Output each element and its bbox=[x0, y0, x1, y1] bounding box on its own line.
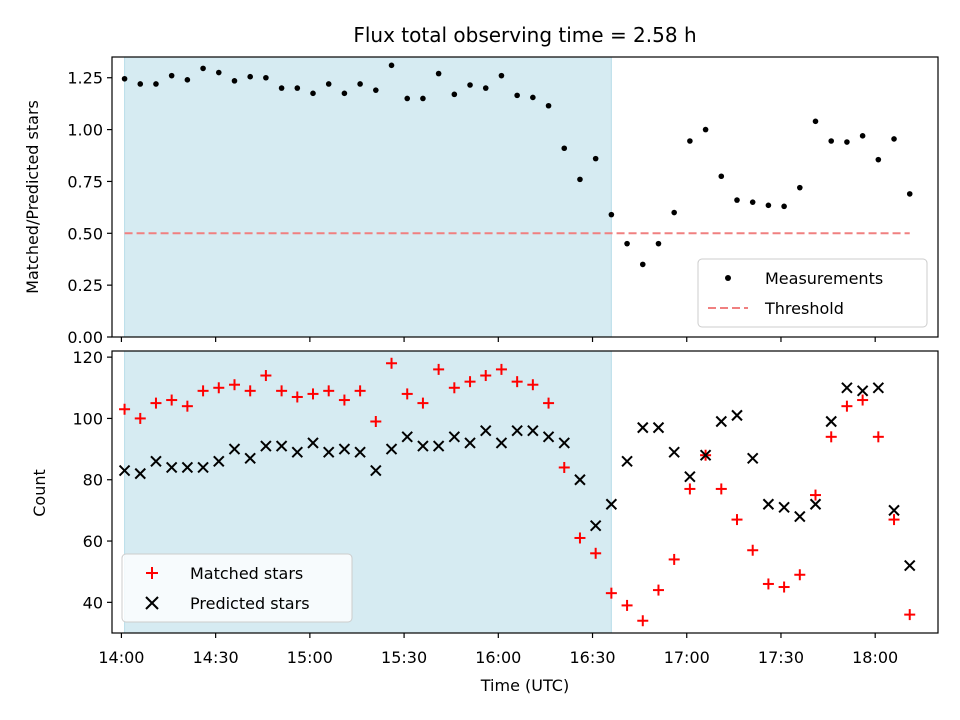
x-axis-label: Time (UTC) bbox=[480, 676, 569, 695]
measurement-point bbox=[310, 90, 316, 96]
measurement-point bbox=[200, 66, 206, 72]
measurement-point bbox=[687, 138, 693, 144]
measurement-point bbox=[483, 85, 489, 91]
measurement-point bbox=[671, 210, 677, 216]
top-chart-title: Flux total observing time = 2.58 h bbox=[353, 23, 696, 47]
y-tick-label: 120 bbox=[72, 348, 103, 367]
measurement-point bbox=[153, 81, 159, 87]
measurement-point bbox=[420, 96, 426, 102]
y-tick-label: 60 bbox=[83, 532, 103, 551]
x-tick-label: 15:30 bbox=[381, 648, 427, 667]
legend-matched-label: Matched stars bbox=[190, 564, 303, 583]
measurement-point bbox=[766, 202, 772, 208]
measurement-point bbox=[828, 138, 834, 144]
x-tick-label: 16:30 bbox=[569, 648, 615, 667]
legend-measurements-label: Measurements bbox=[765, 269, 883, 288]
measurement-point bbox=[891, 136, 897, 142]
legend-threshold-label: Threshold bbox=[764, 299, 844, 318]
top-legend: Measurements Threshold bbox=[698, 259, 927, 327]
measurement-point bbox=[530, 95, 536, 101]
measurement-point bbox=[185, 77, 191, 83]
y-tick-label: 1.25 bbox=[67, 69, 103, 88]
measurement-point bbox=[593, 156, 599, 162]
top-observing-window-shade bbox=[125, 57, 612, 337]
y-tick-label: 40 bbox=[83, 593, 103, 612]
top-y-axis-label: Matched/Predicted stars bbox=[23, 100, 42, 294]
chart-figure: Flux total observing time = 2.58 h 0.00 0… bbox=[0, 0, 960, 720]
x-tick-label: 14:30 bbox=[193, 648, 239, 667]
y-tick-label: 0.50 bbox=[67, 224, 103, 243]
measurement-point bbox=[122, 76, 128, 82]
measurement-point bbox=[279, 85, 285, 91]
measurement-point bbox=[797, 185, 803, 191]
legend-predicted-label: Predicted stars bbox=[190, 594, 310, 613]
x-tick-label: 16:00 bbox=[475, 648, 521, 667]
measurement-point bbox=[514, 93, 520, 99]
y-tick-label: 1.00 bbox=[67, 121, 103, 140]
measurement-point bbox=[216, 70, 222, 76]
measurement-point bbox=[247, 74, 253, 80]
measurement-point bbox=[295, 85, 301, 91]
measurement-point bbox=[357, 81, 363, 87]
measurement-point bbox=[546, 103, 552, 109]
measurement-point bbox=[263, 75, 269, 81]
measurement-point bbox=[373, 87, 379, 93]
y-tick-label: 100 bbox=[72, 409, 103, 428]
measurement-point bbox=[137, 81, 143, 87]
measurement-point bbox=[404, 96, 410, 102]
measurement-point bbox=[499, 73, 505, 79]
bottom-y-axis-label: Count bbox=[30, 469, 49, 517]
measurement-point bbox=[169, 73, 175, 79]
measurement-point bbox=[781, 204, 787, 210]
y-tick-label: 0.25 bbox=[67, 276, 103, 295]
x-tick-label: 15:00 bbox=[287, 648, 333, 667]
measurement-point bbox=[326, 81, 332, 87]
x-tick-label: 18:00 bbox=[852, 648, 898, 667]
measurement-point bbox=[750, 199, 756, 205]
measurement-point bbox=[907, 191, 913, 197]
measurement-point bbox=[467, 82, 473, 88]
x-tick-label: 17:30 bbox=[758, 648, 804, 667]
measurement-point bbox=[577, 177, 583, 183]
measurement-point bbox=[876, 157, 882, 163]
measurement-point bbox=[656, 241, 662, 247]
measurement-point bbox=[813, 118, 819, 124]
measurement-point bbox=[561, 145, 567, 151]
measurement-point bbox=[624, 241, 630, 247]
measurement-point bbox=[609, 212, 615, 218]
y-tick-label: 0.00 bbox=[67, 328, 103, 347]
measurement-point bbox=[734, 197, 740, 203]
y-tick-label: 0.75 bbox=[67, 172, 103, 191]
measurement-point bbox=[436, 71, 442, 77]
measurement-point bbox=[452, 92, 458, 98]
y-tick-label: 80 bbox=[83, 471, 103, 490]
measurement-point bbox=[640, 262, 646, 268]
measurement-point bbox=[703, 127, 709, 133]
measurement-point bbox=[844, 139, 850, 145]
measurement-point bbox=[860, 133, 866, 139]
legend-measurements-marker bbox=[725, 275, 731, 281]
bottom-legend: Matched stars Predicted stars bbox=[122, 554, 352, 622]
measurement-point bbox=[718, 173, 724, 179]
measurement-point bbox=[342, 90, 348, 96]
x-tick-label: 14:00 bbox=[98, 648, 144, 667]
measurement-point bbox=[389, 62, 395, 68]
measurement-point bbox=[232, 78, 238, 84]
x-tick-label: 17:00 bbox=[664, 648, 710, 667]
